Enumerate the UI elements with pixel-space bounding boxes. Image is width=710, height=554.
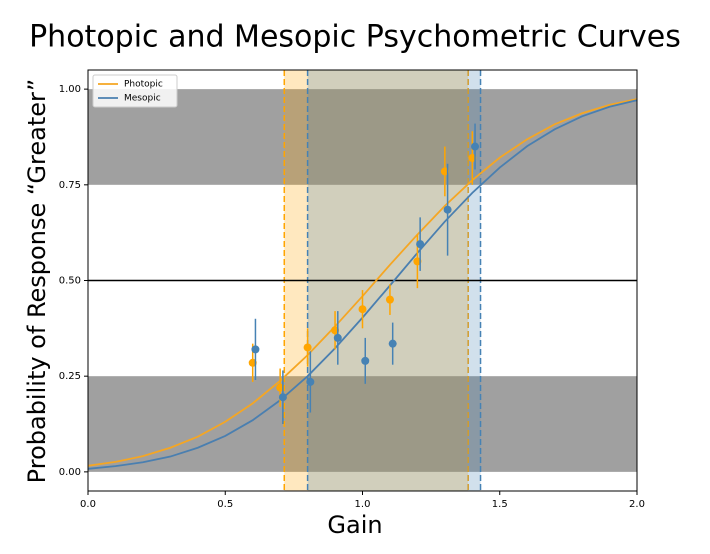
data-point: [416, 240, 425, 249]
y-axis-label: Probability of Response “Greater”: [23, 79, 51, 484]
data-point: [306, 377, 315, 386]
data-point: [303, 343, 312, 352]
data-point: [358, 305, 367, 314]
shaded-band: [88, 89, 637, 185]
legend-label: Mesopic: [124, 94, 161, 104]
shaded-band: [88, 376, 637, 472]
data-point: [333, 333, 342, 342]
y-tick-label: 0.25: [59, 371, 81, 382]
x-axis-label: Gain: [327, 511, 382, 539]
x-tick-label: 1.5: [492, 499, 508, 510]
data-point: [443, 205, 452, 214]
data-point: [278, 393, 287, 402]
y-tick-label: 0.75: [59, 180, 81, 191]
data-point: [385, 295, 394, 304]
data-point: [388, 339, 397, 348]
legend-label: Photopic: [124, 80, 163, 90]
chart-title: Photopic and Mesopic Psychometric Curves: [29, 20, 681, 55]
x-tick-label: 1.0: [355, 499, 371, 510]
y-tick-label: 0.00: [59, 467, 81, 478]
x-tick-label: 2.0: [629, 499, 645, 510]
legend-box: [92, 74, 178, 108]
y-tick-label: 1.00: [59, 84, 81, 95]
data-point: [471, 142, 480, 151]
y-tick-label: 0.50: [59, 276, 81, 287]
x-tick-label: 0.5: [217, 499, 233, 510]
data-point: [251, 345, 260, 354]
x-tick-label: 0.0: [80, 499, 96, 510]
data-point: [361, 356, 370, 365]
